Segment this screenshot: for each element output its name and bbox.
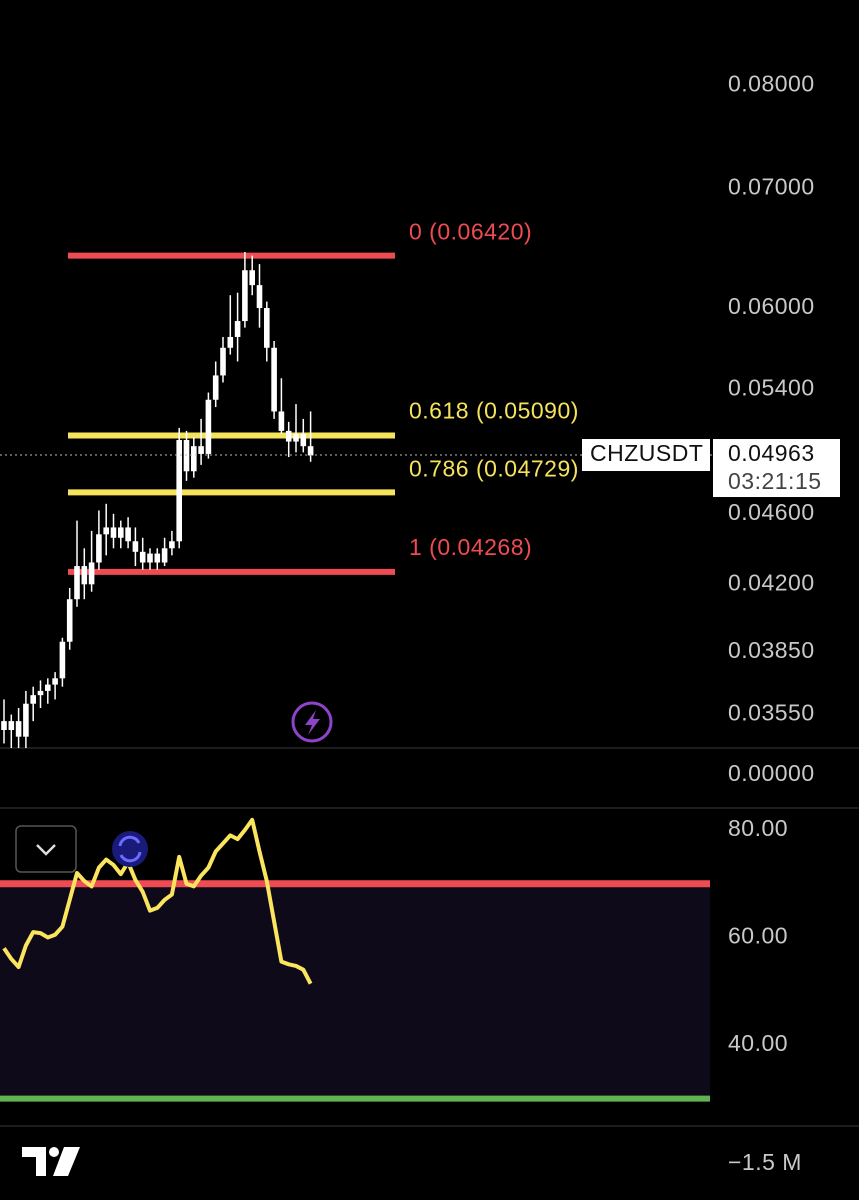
price-tick-label: 0.03550 <box>728 700 815 726</box>
refresh-icon[interactable] <box>112 831 148 867</box>
fib-level-label: 0.786 (0.04729) <box>409 456 579 482</box>
price-tick-label: 0.06000 <box>728 293 815 319</box>
logo-part <box>53 1147 80 1176</box>
candle-body <box>300 433 307 447</box>
candle-body <box>74 566 80 600</box>
button-frame <box>15 825 77 873</box>
candle-body <box>147 553 153 563</box>
candle-body <box>81 566 88 585</box>
candle-body <box>307 446 314 456</box>
symbol-label: CHZUSDT <box>590 440 703 466</box>
price-tick-label: 0.07000 <box>728 174 815 200</box>
candle-body <box>154 553 161 563</box>
candle-body <box>169 541 175 549</box>
candle-body <box>212 375 219 400</box>
chevron <box>36 844 56 856</box>
rsi-tick-label: 40.00 <box>728 1030 788 1056</box>
price-tick-label: 0.04600 <box>728 499 815 525</box>
icon-ring <box>291 701 333 743</box>
candle-body <box>161 548 168 563</box>
fib-level-label: 0 (0.06420) <box>409 219 532 245</box>
volume-tick-label: 0.00000 <box>728 760 815 786</box>
candle-body <box>220 347 226 376</box>
candle-body <box>103 527 109 535</box>
rsi-tick-label: 80.00 <box>728 815 788 841</box>
candle-body <box>96 534 102 563</box>
candle-body <box>271 347 277 412</box>
candle-body <box>110 527 117 538</box>
candle-body <box>234 321 241 337</box>
price-tick-label: 0.04200 <box>728 569 815 595</box>
price-tick-label: 0.05400 <box>728 375 815 401</box>
fib-level-label: 1 (0.04268) <box>409 534 532 560</box>
candle-body <box>285 430 292 442</box>
countdown-label: 03:21:15 <box>728 468 822 494</box>
candle-body <box>278 411 285 431</box>
candle-body <box>88 562 95 585</box>
candle-body <box>37 690 44 696</box>
candle-body <box>249 270 255 286</box>
candle-body <box>132 541 139 552</box>
icon-arrows <box>118 835 142 863</box>
lightning-icon[interactable] <box>291 701 333 743</box>
candle-body <box>52 678 58 685</box>
candle-body <box>293 433 299 442</box>
icon-bolt <box>305 710 320 735</box>
candle-body <box>264 308 270 348</box>
candle-body <box>23 703 29 737</box>
candle-body <box>45 684 51 691</box>
candle-body <box>198 446 204 454</box>
candle-body <box>176 440 182 542</box>
tradingview-logo <box>22 1147 80 1176</box>
logo-part <box>22 1147 46 1176</box>
rsi-line <box>2 817 313 985</box>
collapse-button[interactable] <box>15 825 77 873</box>
candle-body <box>256 285 263 309</box>
price-tag <box>713 439 840 498</box>
candle-body <box>1 721 7 730</box>
candle-body <box>59 641 66 679</box>
symbol-tag <box>582 439 710 472</box>
candle-body <box>191 446 197 472</box>
candle-body <box>8 721 15 730</box>
candle-body <box>66 599 73 642</box>
candle-body <box>183 440 190 472</box>
candle-body <box>205 399 212 454</box>
candle-body <box>15 721 22 737</box>
rsi-tick-label: 60.00 <box>728 923 788 949</box>
price-tick-label: 0.03850 <box>728 637 815 663</box>
price-tick-label: 0.08000 <box>728 70 815 96</box>
fib-level-label: 0.618 (0.05090) <box>409 398 579 424</box>
logo-part <box>49 1147 59 1157</box>
candle-body <box>118 527 124 538</box>
candle-body <box>139 551 146 563</box>
candle-body <box>242 270 248 322</box>
volume-scale-label: −1.5 M <box>728 1149 802 1175</box>
rsi-band-fill <box>0 883 710 1099</box>
candle-body <box>30 695 36 704</box>
candle-body <box>227 336 234 348</box>
last-price-label: 0.04963 <box>728 440 815 466</box>
candle-body <box>125 527 131 542</box>
